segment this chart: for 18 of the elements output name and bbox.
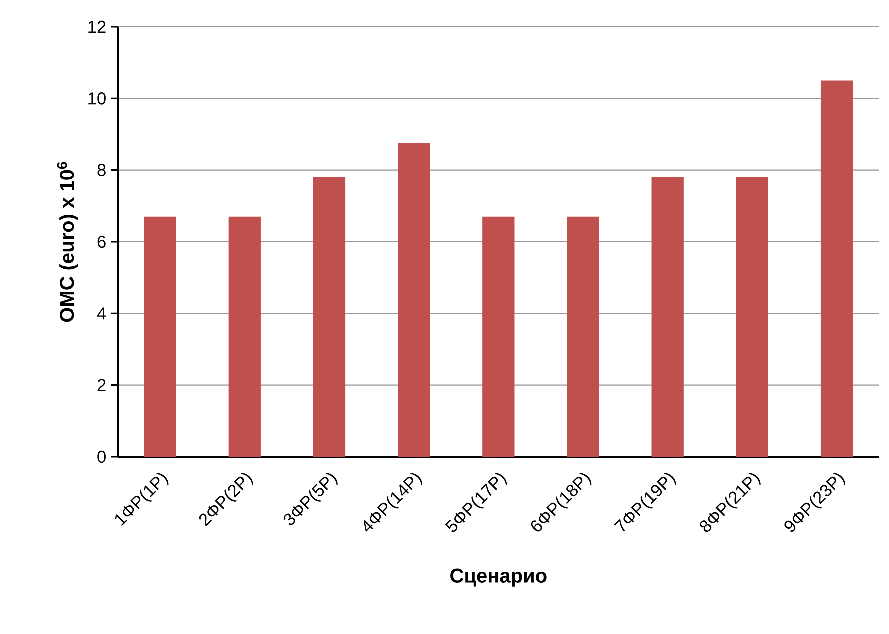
bar <box>820 80 854 457</box>
y-tick-label: 8 <box>98 164 106 176</box>
bar <box>398 143 430 457</box>
bar <box>144 216 176 457</box>
y-tick-label: 2 <box>98 379 106 392</box>
y-tick-label: 6 <box>98 236 106 248</box>
y-tick-label: 10 <box>88 92 106 105</box>
bar <box>313 177 346 457</box>
bar <box>736 177 769 457</box>
bar <box>652 177 684 457</box>
y-tick-label: 4 <box>97 308 106 320</box>
bar <box>567 216 600 457</box>
y-axis-title: OMC (euro) x 10$^{6}$ <box>57 162 78 322</box>
bar <box>228 216 261 457</box>
y-tick-label: 0 <box>98 450 106 464</box>
y-tick-label: 12 <box>88 20 106 34</box>
bar <box>482 216 515 457</box>
x-axis-title: Сценарио <box>450 568 547 587</box>
